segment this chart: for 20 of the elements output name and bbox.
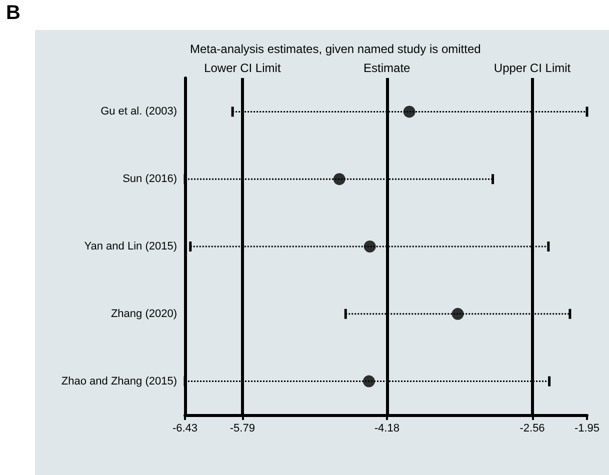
y-tick-label: Yan and Lin (2015) bbox=[84, 240, 177, 252]
x-tick-label: -6.43 bbox=[172, 422, 198, 434]
ref-line-label: Upper CI Limit bbox=[494, 61, 572, 75]
x-tick-label: -1.95 bbox=[574, 422, 600, 434]
x-tick-label: -2.56 bbox=[520, 422, 545, 434]
point bbox=[364, 240, 376, 252]
y-tick-label: Sun (2016) bbox=[122, 173, 177, 186]
x-tick-label: -5.79 bbox=[230, 422, 255, 434]
point bbox=[403, 106, 416, 118]
y-tick-label: Zhao and Zhang (2015) bbox=[61, 375, 177, 388]
ref-line-label: Lower CI Limit bbox=[204, 61, 282, 75]
y-tick-label: Zhang (2020) bbox=[110, 308, 177, 320]
chart-title: Meta-analysis estimates, given named study is omitted bbox=[190, 42, 481, 56]
text: B bbox=[6, 2, 20, 25]
point bbox=[333, 173, 346, 186]
y-tick-label: Gu et al. (2003) bbox=[100, 106, 177, 118]
point bbox=[452, 308, 464, 320]
ref-line-label: Estimate bbox=[364, 61, 411, 75]
point bbox=[362, 375, 375, 388]
x-tick-label: -4.18 bbox=[374, 422, 400, 434]
